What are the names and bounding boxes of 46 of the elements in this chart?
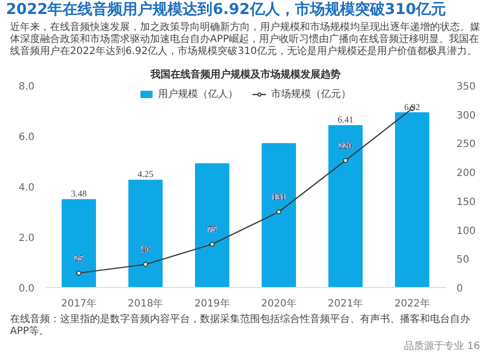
text: 近年来，在线音频快速发展，加之政策导向明确新方向，用户规模和市场规模均呈现出逐年递增的状态。媒体深度融合政策和市场需求驱动加速电台自办APP崛起，用户收听习惯由广播向在线音频迁移明显。我国在线音频用户在2022年达到6.92亿人，市场规模突破310亿元，无论是用户规模还是用户价值都极具潜力。 [10, 22, 480, 58]
y2-tick-label: 0 [456, 284, 463, 294]
y2-tick-label: 250 [456, 139, 476, 150]
x-tick-label: 2022年 [394, 298, 430, 310]
y2-tick-label: 200 [456, 168, 476, 180]
point [210, 242, 215, 247]
data-label: 75 [208, 224, 218, 234]
data-label: 6.41 [338, 114, 354, 125]
y-tick-label: 8.0 [18, 82, 35, 92]
bar [62, 199, 96, 288]
point [76, 270, 82, 276]
data-label: 3.48 [70, 188, 88, 199]
y2-tick-label: 150 [456, 196, 476, 208]
bar [195, 163, 230, 288]
data-label: 6.92 [404, 102, 420, 112]
x-tick-label: 2017年 [61, 298, 97, 310]
x-tick-label: 2018年 [128, 298, 164, 310]
bar [395, 112, 430, 288]
data-label: 4.25 [138, 169, 154, 180]
bar [262, 143, 296, 288]
y2-tick-label: 350 [456, 82, 476, 92]
text: 品质源于专业 16 [404, 341, 480, 352]
x-tick-label: 2021年 [328, 298, 364, 310]
chart-subtitle: 我国在线音频用户规模及市场规模发展趋势 [150, 68, 340, 80]
point [276, 209, 282, 214]
data-label: 220 [338, 140, 353, 151]
bar [328, 125, 363, 288]
y-tick-label: 0.0 [18, 284, 35, 294]
legend-label: 市场规模（亿元） [271, 88, 351, 101]
point [343, 158, 348, 164]
text: 在线音频：这里指的是数字音频内容平台，数据采集范围包括综合性音频平台、有声书、播客和电台自办APP等。 [10, 314, 471, 338]
y2-tick-label: 300 [456, 110, 476, 122]
legend-label: 用户规模（亿人） [158, 88, 238, 101]
y-tick-label: 2.0 [18, 233, 35, 244]
data-label: 131 [272, 192, 286, 202]
data-label: 25 [74, 253, 84, 264]
bar [128, 180, 163, 288]
x-tick-label: 2019年 [194, 298, 230, 310]
y2-tick-label: 50 [456, 254, 470, 266]
y-tick-label: 4.0 [18, 182, 35, 194]
point [143, 262, 148, 267]
data-label: 40 [141, 244, 150, 254]
chart-title: 2022年在线音频用户规模达到6.92亿人，市场规模突破310亿元 [6, 0, 446, 18]
y2-tick-label: 100 [456, 226, 476, 237]
x-tick-label: 2020年 [261, 298, 297, 310]
y-tick-label: 6.0 [18, 132, 35, 143]
